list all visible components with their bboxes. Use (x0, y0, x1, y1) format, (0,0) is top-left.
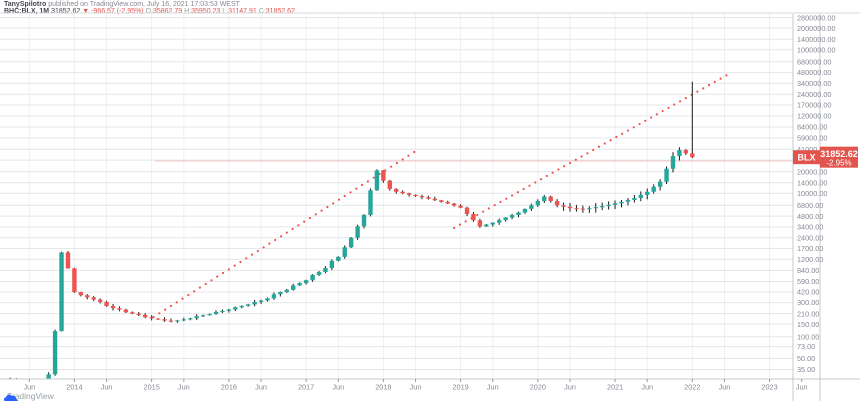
svg-text:170000.00: 170000.00 (797, 101, 832, 110)
svg-text:35.00: 35.00 (797, 365, 815, 374)
svg-text:2400.00: 2400.00 (797, 233, 823, 242)
svg-text:3400.00: 3400.00 (797, 223, 823, 232)
svg-text:210.00: 210.00 (797, 309, 819, 318)
svg-text:2014: 2014 (66, 383, 82, 392)
svg-text:340000.00: 340000.00 (797, 79, 832, 88)
svg-text:2022: 2022 (684, 383, 700, 392)
svg-text:4800.00: 4800.00 (797, 212, 823, 221)
svg-text:2020: 2020 (530, 383, 546, 392)
svg-text:2021: 2021 (607, 383, 623, 392)
svg-text:Jun: Jun (487, 383, 499, 392)
svg-text:50.00: 50.00 (797, 354, 815, 363)
svg-text:2000000.00: 2000000.00 (797, 24, 836, 33)
svg-text:Jun: Jun (178, 383, 190, 392)
svg-text:Jun: Jun (101, 383, 113, 392)
svg-text:680000.00: 680000.00 (797, 57, 832, 66)
svg-text:240000.00: 240000.00 (797, 90, 832, 99)
svg-text:120000.00: 120000.00 (797, 111, 832, 120)
svg-text:84000.00: 84000.00 (797, 123, 827, 132)
svg-text:420.00: 420.00 (797, 288, 819, 297)
svg-text:Jun: Jun (410, 383, 422, 392)
svg-text:10000.00: 10000.00 (797, 189, 827, 198)
svg-text:BLX: BLX (798, 152, 816, 162)
svg-text:2800000.00: 2800000.00 (797, 13, 836, 22)
svg-text:100.00: 100.00 (797, 332, 819, 341)
svg-text:73.00: 73.00 (797, 342, 815, 351)
svg-text:590.00: 590.00 (797, 277, 819, 286)
svg-text:2016: 2016 (221, 383, 237, 392)
svg-text:Jun: Jun (564, 383, 576, 392)
svg-text:14000.00: 14000.00 (797, 178, 827, 187)
svg-text:Jun: Jun (255, 383, 267, 392)
svg-text:300.00: 300.00 (797, 298, 819, 307)
svg-text:2017: 2017 (298, 383, 314, 392)
svg-text:Jun: Jun (332, 383, 344, 392)
svg-text:Jun: Jun (719, 383, 731, 392)
svg-text:150.00: 150.00 (797, 320, 819, 329)
svg-text:2023: 2023 (761, 383, 777, 392)
svg-text:1400000.00: 1400000.00 (797, 35, 836, 44)
svg-text:59000.00: 59000.00 (797, 134, 827, 143)
svg-text:840.00: 840.00 (797, 266, 819, 275)
svg-text:Jun: Jun (796, 383, 808, 392)
svg-text:6800.00: 6800.00 (797, 201, 823, 210)
svg-text:2015: 2015 (144, 383, 160, 392)
svg-text:31852.62: 31852.62 (820, 149, 858, 159)
svg-text:-2.95%: -2.95% (826, 159, 851, 168)
svg-text:2019: 2019 (452, 383, 468, 392)
svg-text:1200.00: 1200.00 (797, 255, 823, 264)
svg-text:480000.00: 480000.00 (797, 68, 832, 77)
svg-text:1700.00: 1700.00 (797, 244, 823, 253)
svg-text:2018: 2018 (375, 383, 391, 392)
svg-text:Jun: Jun (641, 383, 653, 392)
svg-text:20000.00: 20000.00 (797, 167, 827, 176)
svg-text:1000000.00: 1000000.00 (797, 45, 836, 54)
